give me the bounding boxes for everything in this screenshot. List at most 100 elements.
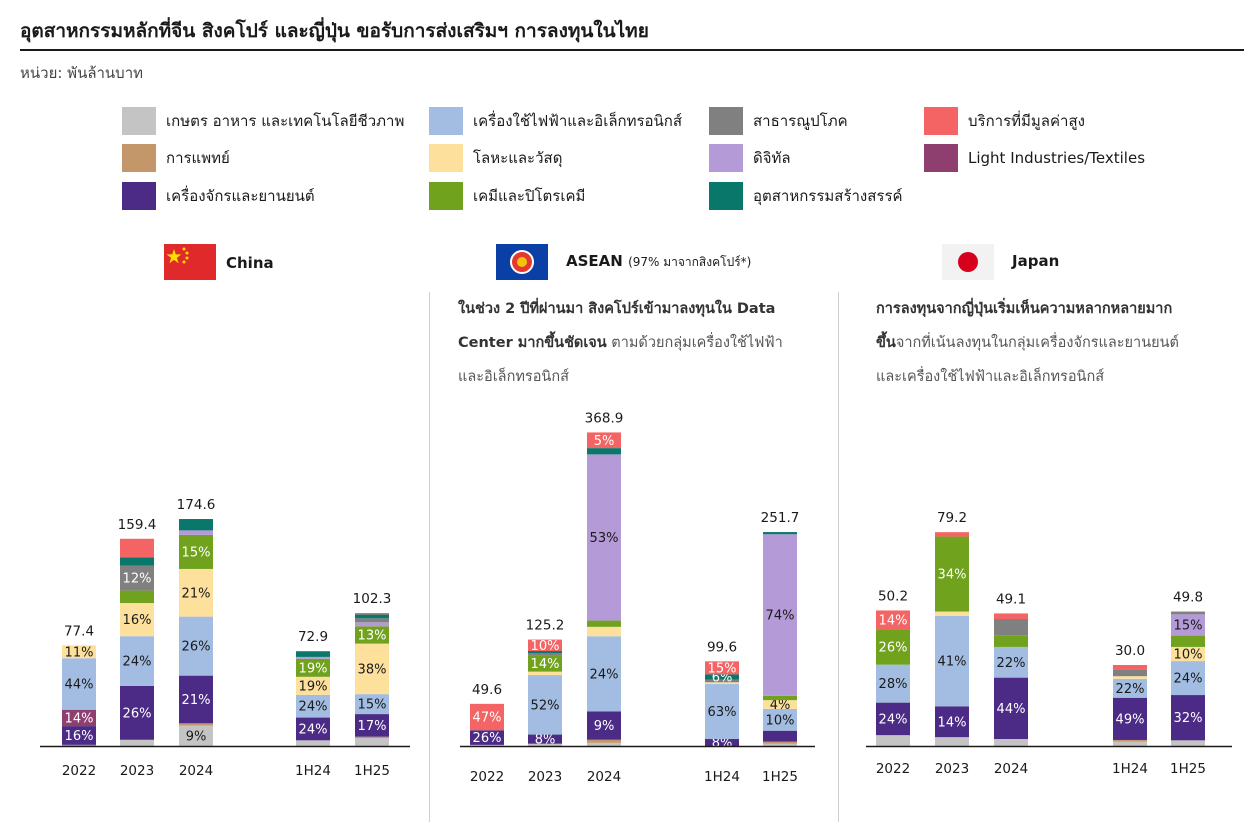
segment-label: 13% [358, 628, 387, 643]
panel-title-japan: Japan [1012, 252, 1060, 270]
bar-segment-creative [120, 557, 154, 566]
bar-segment-elec [62, 658, 96, 710]
bar-segment-hvs [587, 432, 621, 449]
bar-segment-digital [355, 622, 389, 627]
x-tick-label: 1H24 [295, 763, 331, 779]
bar-segment-chem [355, 626, 389, 644]
legend-label: ดิจิทัล [753, 149, 791, 167]
legend-swatch [122, 182, 156, 210]
segment-label: 41% [938, 655, 967, 670]
japan-flag-icon [942, 244, 994, 280]
bar-segment-hvs [1113, 665, 1147, 670]
segment-label: 52% [531, 698, 560, 713]
legend-swatch [709, 107, 743, 135]
bar-segment-agri [1113, 741, 1147, 746]
x-tick-label: 2022 [876, 761, 910, 777]
legend-label: โลหะและวัสดุ [473, 149, 563, 167]
bar-segment-mach [1113, 697, 1147, 740]
segment-label: 9% [186, 729, 207, 744]
segment-label: 26% [182, 640, 211, 655]
x-tick-label: 2022 [470, 769, 504, 785]
legend-item-light: Light Industries/Textiles [924, 144, 1145, 172]
legend-swatch [924, 144, 958, 172]
bar-segment-hvs [470, 703, 504, 731]
bar-segment-chem [120, 590, 154, 604]
bar-segment-mach [587, 711, 621, 740]
segment-label: 10% [531, 639, 560, 654]
legend-swatch [429, 182, 463, 210]
panel-subtitle: (97% มาจากสิงคโปร์*) [628, 255, 752, 269]
bar-segment-metal [1171, 646, 1205, 662]
legend-label: เคมีและปิโตรเคมี [473, 187, 586, 205]
legend-item-digital: ดิจิทัล [709, 144, 791, 172]
bar-segment-mach [470, 730, 504, 745]
note-text: จากที่เน้นลงทุนในกลุ่มเครื่องจักรและยานย… [895, 335, 1179, 351]
x-tick-label: 2023 [528, 769, 562, 785]
bar-segment-agri [876, 735, 910, 746]
bar-segment-agri [994, 739, 1028, 746]
bar-segment-agri [1171, 740, 1205, 746]
bar-segment-util [355, 618, 389, 623]
legend-label: บริการที่มีมูลค่าสูง [968, 112, 1085, 130]
x-tick-label: 2024 [587, 769, 621, 785]
segment-label: 14% [531, 657, 560, 672]
bar-segment-digital [587, 454, 621, 621]
bar-segment-hvs [994, 613, 1028, 620]
segment-label: 53% [590, 531, 619, 546]
note-text: และเครื่องใช้ไฟฟ้าและอิเล็กทรอนิกส์ [876, 369, 1105, 385]
x-tick-label: 1H25 [354, 763, 390, 779]
bar-segment-agri [296, 740, 330, 746]
bar-segment-mach [1171, 695, 1205, 741]
segment-label: 21% [182, 693, 211, 708]
legend-label: เครื่องใช้ไฟฟ้าและอิเล็กทรอนิกส์ [473, 112, 683, 130]
segment-label: 24% [299, 700, 328, 715]
x-tick-label: 1H24 [1112, 761, 1148, 777]
x-tick-label: 2022 [62, 763, 96, 779]
bar-segment-hvs [120, 538, 154, 558]
bar-segment-metal [296, 676, 330, 695]
bar-segment-elec [355, 694, 389, 715]
segment-label: 17% [358, 719, 387, 734]
segment-label: 19% [299, 661, 328, 676]
bar-segment-digital [179, 530, 213, 535]
x-tick-label: 2023 [120, 763, 154, 779]
segment-label: 26% [879, 641, 908, 656]
bar-segment-chem [876, 629, 910, 665]
segment-label: 15% [358, 698, 387, 713]
bar-segment-metal [179, 568, 213, 617]
bar-segment-metal [763, 700, 797, 709]
china-flag-icon [164, 244, 216, 280]
segment-label: 8% [712, 736, 733, 751]
x-tick-label: 2023 [935, 761, 969, 777]
segment-label: 44% [65, 677, 94, 692]
segment-label: 26% [473, 731, 502, 746]
bar-segment-hvs [935, 532, 969, 537]
legend-item-metal: โลหะและวัสดุ [429, 144, 562, 172]
segment-label: 24% [123, 655, 152, 670]
bar-total-label: 99.6 [707, 639, 737, 655]
bar-segment-med [1113, 739, 1147, 742]
bar-segment-metal [120, 603, 154, 637]
segment-label: 24% [879, 712, 908, 727]
x-tick-label: 2024 [179, 763, 213, 779]
segment-label: 63% [708, 705, 737, 720]
unit-label: หน่วย: พันล้านบาท [20, 64, 144, 82]
bar-segment-agri [179, 725, 213, 746]
legend-swatch [122, 107, 156, 135]
bar-segment-elec [1113, 678, 1147, 698]
bar-segment-util [120, 565, 154, 591]
bar-segment-agri [587, 742, 621, 746]
legend-swatch [429, 144, 463, 172]
legend-swatch [122, 144, 156, 172]
segment-label: 32% [1174, 711, 1203, 726]
bar-segment-metal [1113, 676, 1147, 679]
bar-segment-elec [179, 616, 213, 676]
bar-segment-mach [179, 675, 213, 724]
bar-total-label: 368.9 [585, 410, 624, 426]
segment-label: 22% [997, 656, 1026, 671]
bar-total-label: 49.1 [996, 591, 1026, 607]
bar-segment-med [179, 723, 213, 726]
bar-segment-util [1171, 611, 1205, 615]
bar-segment-chem [763, 695, 797, 701]
bar-segment-mach [705, 739, 739, 746]
